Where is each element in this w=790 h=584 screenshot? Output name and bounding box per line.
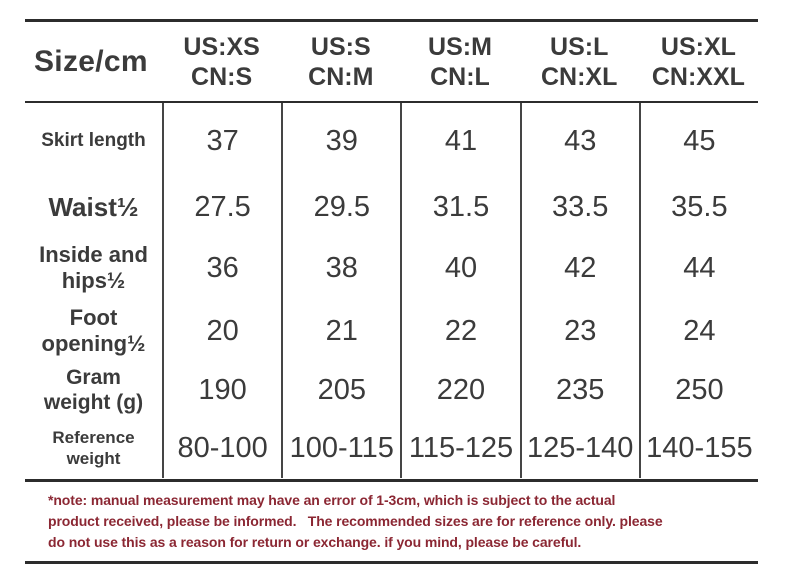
size-unit-header: Size/cm (34, 44, 148, 78)
row-label: Gram weight (g) (43, 365, 144, 414)
us-size-label: US:XS (183, 32, 260, 61)
table-cell: 27.5 (162, 179, 281, 236)
note-bottom-rule (25, 561, 758, 564)
cn-size-label: CN:XL (541, 62, 618, 91)
column-header-m: US:M CN:L (400, 32, 519, 92)
note-line: *note: manual measurement may have an er… (48, 492, 616, 508)
table-cell: 190 (162, 362, 281, 419)
table-top-rule (25, 19, 758, 22)
table-cell: 38 (281, 236, 400, 300)
row-label: Skirt length (41, 129, 146, 151)
table-cell: 20 (162, 300, 281, 362)
us-size-label: US:M (428, 32, 492, 61)
table-cell: 22 (400, 300, 519, 362)
table-cell: 42 (519, 236, 639, 300)
row-label: Reference weight (52, 428, 135, 468)
table-cell: 235 (519, 362, 639, 419)
table-cell: 23 (519, 300, 639, 362)
table-cell: 44 (638, 236, 758, 300)
table-row-skirt-length: Skirt length 37 39 41 43 45 (25, 103, 758, 179)
table-cell: 36 (162, 236, 281, 300)
row-label: Inside and hips½ (39, 242, 148, 293)
table-header-row: Size/cm US:XS CN:S US:S CN:M US:M CN:L U… (25, 22, 758, 101)
table-cell: 80-100 (162, 419, 281, 478)
cn-size-label: CN:M (308, 62, 374, 91)
column-header-s: US:S CN:M (281, 32, 400, 92)
row-label: Foot opening½ (41, 305, 146, 356)
table-cell: 115-125 (400, 419, 519, 478)
row-label: Waist½ (48, 192, 139, 223)
table-cell: 35.5 (638, 179, 758, 236)
table-cell: 140-155 (638, 419, 758, 478)
table-body: Skirt length 37 39 41 43 45 Waist½ 27.5 … (25, 103, 758, 478)
table-cell: 39 (281, 103, 400, 179)
table-cell: 40 (400, 236, 519, 300)
note-line: do not use this as a reason for return o… (48, 534, 582, 550)
table-cell: 24 (638, 300, 758, 362)
note-line: product received, please be informed. Th… (48, 513, 663, 529)
table-cell: 21 (281, 300, 400, 362)
table-cell: 41 (400, 103, 519, 179)
table-cell: 43 (519, 103, 639, 179)
table-cell: 37 (162, 103, 281, 179)
us-size-label: US:XL (660, 32, 736, 61)
table-row-foot-opening: Foot opening½ 20 21 22 23 24 (25, 300, 758, 362)
column-header-l: US:L CN:XL (520, 32, 639, 92)
table-row-reference-weight: Reference weight 80-100 100-115 115-125 … (25, 419, 758, 478)
measurement-note: *note: manual measurement may have an er… (48, 490, 760, 553)
table-cell: 29.5 (281, 179, 400, 236)
table-cell: 250 (638, 362, 758, 419)
cn-size-label: CN:S (191, 62, 253, 91)
cn-size-label: CN:XXL (651, 62, 745, 91)
table-row-hips: Inside and hips½ 36 38 40 42 44 (25, 236, 758, 300)
table-cell: 125-140 (519, 419, 639, 478)
table-bottom-rule (25, 479, 758, 482)
column-header-xs: US:XS CN:S (162, 32, 281, 92)
header-divider-rule (25, 101, 758, 103)
table-row-waist: Waist½ 27.5 29.5 31.5 33.5 35.5 (25, 179, 758, 236)
table-cell: 33.5 (519, 179, 639, 236)
cn-size-label: CN:L (430, 62, 490, 91)
table-cell: 205 (281, 362, 400, 419)
us-size-label: US:S (310, 32, 371, 61)
table-cell: 45 (638, 103, 758, 179)
table-row-gram-weight: Gram weight (g) 190 205 220 235 250 (25, 362, 758, 419)
us-size-label: US:L (550, 32, 609, 61)
table-cell: 31.5 (400, 179, 519, 236)
table-cell: 100-115 (281, 419, 400, 478)
column-header-xl: US:XL CN:XXL (639, 32, 758, 92)
table-cell: 220 (400, 362, 519, 419)
